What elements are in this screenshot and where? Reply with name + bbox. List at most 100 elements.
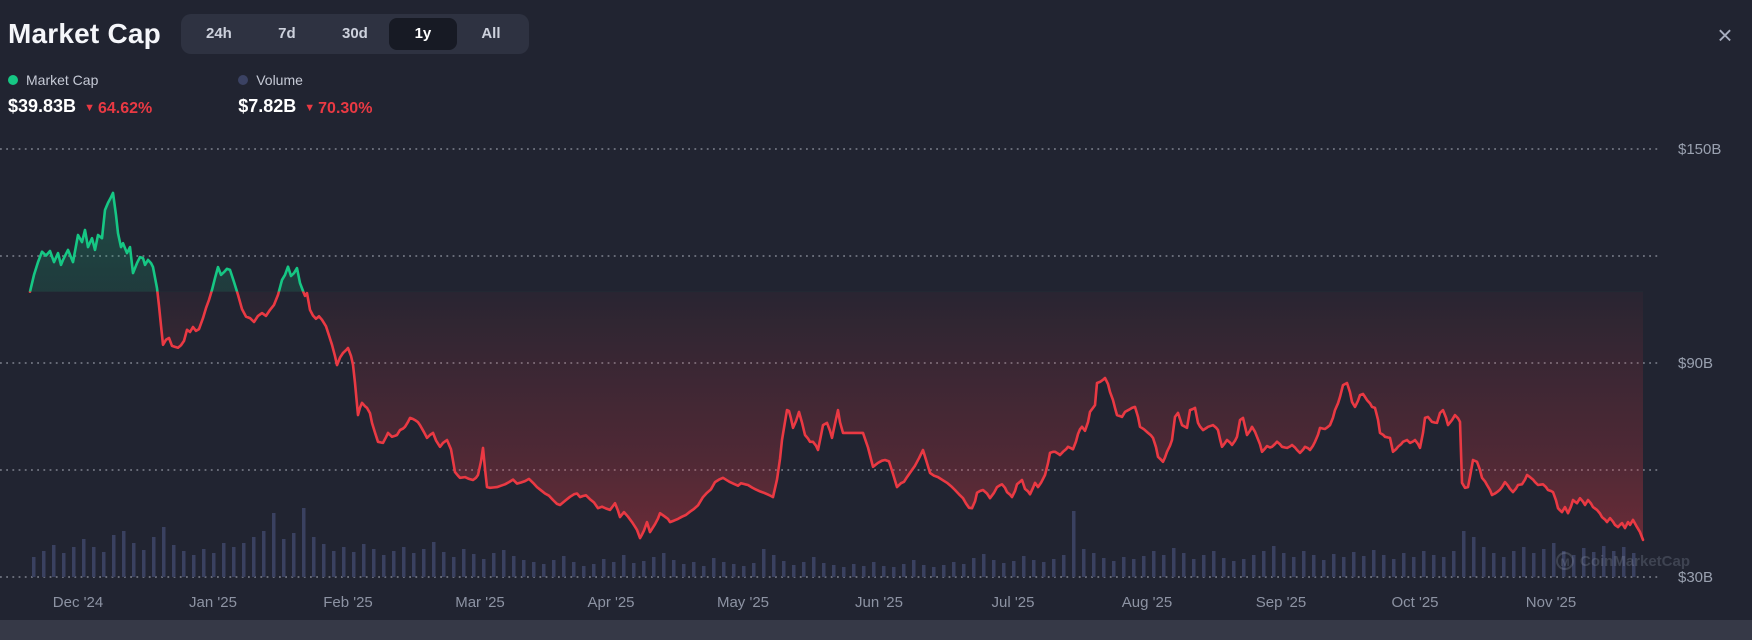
x-axis-label: Nov '25 [1526, 594, 1576, 611]
volume-bar [1552, 543, 1556, 577]
volume-bar [1442, 557, 1446, 577]
volume-bar [1032, 560, 1036, 577]
volume-bar [1332, 554, 1336, 577]
volume-bar [272, 513, 276, 577]
volume-bar [1542, 549, 1546, 577]
volume-bar [1182, 553, 1186, 577]
volume-bar [622, 555, 626, 577]
legend-item-market-cap[interactable]: Market Cap $39.83B ▼ 64.62% [8, 72, 152, 118]
volume-bar [1022, 556, 1026, 577]
market-cap-line [28, 191, 1645, 542]
volume-bar [1622, 547, 1626, 577]
volume-bar [982, 554, 986, 577]
volume-bar [1432, 555, 1436, 577]
volume-bar [1392, 559, 1396, 577]
volume-bar [702, 566, 706, 577]
volume-bar [1132, 559, 1136, 577]
volume-bar [802, 562, 806, 577]
volume-bar [322, 544, 326, 577]
volume-bar [1512, 551, 1516, 577]
volume-bar [602, 559, 606, 577]
volume-bar [1472, 537, 1476, 577]
volume-bar [1172, 548, 1176, 577]
volume-bar [842, 567, 846, 577]
range-button-7d[interactable]: 7d [278, 25, 296, 42]
volume-bar [932, 567, 936, 577]
volume-bar [1122, 557, 1126, 577]
volume-bar [522, 560, 526, 577]
volume-bar [882, 566, 886, 577]
volume-bar [852, 564, 856, 577]
x-axis-label: Oct '25 [1391, 594, 1438, 611]
legend-label: Volume [256, 72, 303, 88]
volume-bar [942, 565, 946, 577]
volume-bar [1352, 552, 1356, 577]
market-cap-change: ▼ 64.62% [84, 100, 153, 117]
volume-bar [652, 557, 656, 577]
volume-bar [1582, 548, 1586, 577]
legend: Market Cap $39.83B ▼ 64.62% Volume $7.82… [8, 72, 372, 118]
volume-bar [1522, 547, 1526, 577]
volume-bar [412, 553, 416, 577]
volume-bar [1292, 557, 1296, 577]
volume-bar [1092, 553, 1096, 577]
volume-bar [1282, 553, 1286, 577]
volume-bar [372, 549, 376, 577]
volume-bar [212, 553, 216, 577]
volume-bar [1152, 551, 1156, 577]
volume-bar [532, 562, 536, 577]
volume-bar [332, 551, 336, 577]
x-axis-label: Jan '25 [189, 594, 237, 611]
volume-bar [1192, 559, 1196, 577]
volume-bar [1452, 551, 1456, 577]
volume-bar [342, 547, 346, 577]
range-button-24h[interactable]: 24h [206, 25, 232, 42]
y-axis-label: $30B [1678, 569, 1713, 586]
volume-bar [902, 564, 906, 577]
volume-bar [642, 561, 646, 577]
volume-value: $7.82B [238, 96, 297, 116]
volume-bar [732, 564, 736, 577]
volume-bar [972, 558, 976, 577]
volume-bar [1572, 555, 1576, 577]
volume-bar [252, 537, 256, 577]
volume-bar [1252, 555, 1256, 577]
volume-bar [162, 527, 166, 577]
range-button-1y[interactable]: 1y [388, 18, 457, 50]
volume-bar [1372, 550, 1376, 577]
volume-bar [1012, 561, 1016, 577]
volume-bar [952, 562, 956, 577]
range-button-30d[interactable]: 30d [342, 25, 368, 42]
volume-bar [242, 543, 246, 577]
range-button-All[interactable]: All [481, 25, 501, 42]
volume-bar [502, 550, 506, 577]
volume-bar [872, 562, 876, 577]
volume-bar [1592, 552, 1596, 577]
volume-bar [1162, 555, 1166, 577]
volume-bar [462, 549, 466, 577]
volume-bar [1632, 553, 1636, 577]
legend-item-volume[interactable]: Volume $7.82B ▼ 70.30% [238, 72, 372, 118]
volume-bar [1322, 560, 1326, 577]
volume-bar [1502, 557, 1506, 577]
volume-bar [82, 539, 86, 577]
volume-bar [262, 531, 266, 577]
volume-bar [1232, 561, 1236, 577]
volume-bar [862, 566, 866, 577]
volume-bar [52, 545, 56, 577]
volume-bar [1102, 558, 1106, 577]
close-icon[interactable]: × [1717, 20, 1733, 50]
volume-bar [712, 558, 716, 577]
volume-bar [1362, 556, 1366, 577]
volume-bar [172, 545, 176, 577]
volume-bar [1072, 511, 1076, 577]
volume-bar [352, 552, 356, 577]
volume-bar [222, 543, 226, 577]
volume-bar [912, 560, 916, 577]
volume-bar [1112, 561, 1116, 577]
volume-bar [1422, 551, 1426, 577]
y-axis-label: $150B [1678, 141, 1721, 158]
volume-bar [572, 562, 576, 577]
volume-bar [562, 556, 566, 577]
